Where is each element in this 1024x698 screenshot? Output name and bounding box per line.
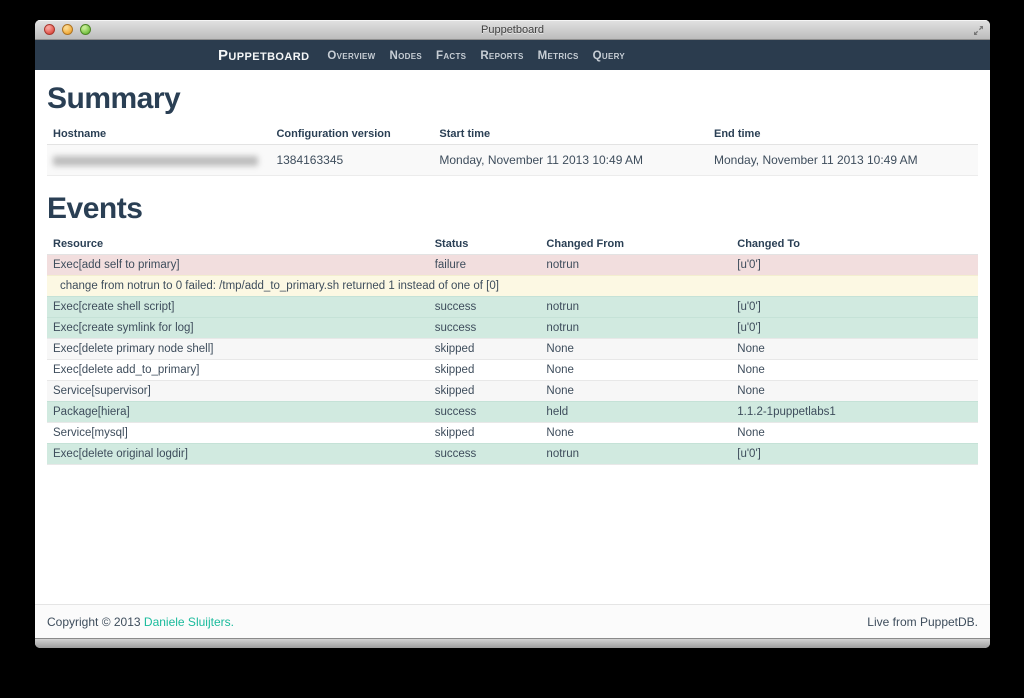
- event-changed-to-cell: 1.1.2-1puppetlabs1: [731, 401, 978, 423]
- events-table-body: Exec[add self to primary] failure notrun…: [47, 254, 978, 465]
- event-changed-from-cell: None: [540, 338, 732, 360]
- nav-link-reports[interactable]: Reports: [480, 50, 524, 62]
- zoom-window-button[interactable]: [80, 24, 91, 35]
- hostname-redacted-value: [53, 155, 258, 166]
- event-resource-cell: Exec[create symlink for log]: [47, 317, 429, 339]
- event-row: Service[supervisor] skipped None None: [47, 380, 978, 402]
- summary-heading: Summary: [47, 82, 181, 115]
- event-row: Exec[create symlink for log] success not…: [47, 317, 978, 339]
- event-resource-cell: Service[mysql]: [47, 422, 429, 444]
- event-changed-from-cell: notrun: [540, 317, 732, 339]
- nav-link-overview[interactable]: Overview: [327, 50, 376, 62]
- event-row: Exec[add self to primary] failure notrun…: [47, 254, 978, 276]
- event-row: Exec[delete primary node shell] skipped …: [47, 338, 978, 360]
- config-version-cell: 1384163345: [270, 144, 434, 176]
- events-header-row: Resource Status Changed From Changed To: [47, 234, 978, 255]
- event-changed-from-cell: notrun: [540, 296, 732, 318]
- event-row: Package[hiera] success held 1.1.2-1puppe…: [47, 401, 978, 423]
- event-resource-cell: Exec[delete add_to_primary]: [47, 359, 429, 381]
- nav-link-query[interactable]: Query: [592, 50, 626, 62]
- event-failure-message-row: change from notrun to 0 failed: /tmp/add…: [47, 275, 978, 297]
- nav-item-facts: Facts: [436, 46, 466, 64]
- event-changed-to-cell: [u'0']: [731, 254, 978, 276]
- event-failure-message-cell: change from notrun to 0 failed: /tmp/add…: [47, 275, 978, 297]
- event-changed-to-cell: None: [731, 422, 978, 444]
- nav-links: Overview Nodes Facts Reports Metrics Query: [327, 46, 625, 64]
- window-title: Puppetboard: [481, 23, 544, 36]
- start-time-cell: Monday, November 11 2013 10:49 AM: [433, 144, 708, 176]
- nav-link-facts[interactable]: Facts: [436, 50, 467, 62]
- event-row: Exec[delete add_to_primary] skipped None…: [47, 359, 978, 381]
- events-heading: Events: [47, 192, 143, 225]
- nav-item-overview: Overview: [327, 46, 375, 64]
- window-bottom-edge[interactable]: [35, 638, 990, 648]
- traffic-lights: [44, 24, 91, 35]
- app-window: Puppetboard Puppetboard Overview Nodes Fac…: [35, 20, 990, 648]
- nav-link-metrics[interactable]: Metrics: [537, 50, 579, 62]
- end-time-cell: Monday, November 11 2013 10:49 AM: [708, 144, 978, 176]
- events-col-changed-from: Changed From: [540, 234, 732, 255]
- event-changed-to-cell: None: [731, 338, 978, 360]
- summary-col-start-time: Start time: [433, 124, 708, 145]
- summary-header-row: Hostname Configuration version Start tim…: [47, 124, 978, 145]
- event-changed-from-cell: notrun: [540, 443, 732, 465]
- event-changed-to-cell: [u'0']: [731, 443, 978, 465]
- event-changed-from-cell: notrun: [540, 254, 732, 276]
- main-navbar: Puppetboard Overview Nodes Facts Reports Met…: [35, 40, 990, 70]
- event-status-cell: success: [428, 317, 541, 339]
- events-table: Resource Status Changed From Changed To …: [47, 234, 978, 465]
- event-changed-from-cell: None: [540, 359, 732, 381]
- event-status-cell: success: [428, 401, 541, 423]
- event-status-cell: skipped: [428, 422, 541, 444]
- window-titlebar: Puppetboard: [35, 20, 990, 40]
- summary-data-row: 1384163345 Monday, November 11 2013 10:4…: [47, 144, 978, 176]
- event-changed-to-cell: [u'0']: [731, 296, 978, 318]
- nav-item-reports: Reports: [480, 46, 523, 64]
- event-resource-cell: Exec[create shell script]: [47, 296, 429, 318]
- page-footer: Copyright © 2013 Daniele Sluijters. Live…: [35, 604, 990, 638]
- event-resource-cell: Exec[add self to primary]: [47, 254, 429, 276]
- summary-col-config-version: Configuration version: [270, 124, 434, 145]
- event-changed-to-cell: None: [731, 359, 978, 381]
- event-status-cell: skipped: [428, 359, 541, 381]
- event-changed-from-cell: None: [540, 422, 732, 444]
- event-resource-cell: Exec[delete original logdir]: [47, 443, 429, 465]
- event-row: Exec[create shell script] success notrun…: [47, 296, 978, 318]
- hostname-cell: [47, 144, 271, 176]
- nav-item-metrics: Metrics: [538, 46, 579, 64]
- nav-item-query: Query: [593, 46, 625, 64]
- event-row: Service[mysql] skipped None None: [47, 422, 978, 444]
- copyright-prefix: Copyright © 2013: [47, 614, 144, 629]
- event-changed-to-cell: [u'0']: [731, 317, 978, 339]
- event-status-cell: success: [428, 296, 541, 318]
- minimize-window-button[interactable]: [62, 24, 73, 35]
- nav-item-nodes: Nodes: [390, 46, 422, 64]
- event-status-cell: failure: [428, 254, 541, 276]
- page-content: Summary Hostname Configuration version S…: [35, 70, 990, 604]
- event-status-cell: success: [428, 443, 541, 465]
- event-row: Exec[delete original logdir] success not…: [47, 443, 978, 465]
- summary-col-end-time: End time: [708, 124, 978, 145]
- close-window-button[interactable]: [44, 24, 55, 35]
- event-resource-cell: Package[hiera]: [47, 401, 429, 423]
- event-changed-from-cell: None: [540, 380, 732, 402]
- event-resource-cell: Exec[delete primary node shell]: [47, 338, 429, 360]
- event-status-cell: skipped: [428, 380, 541, 402]
- event-status-cell: skipped: [428, 338, 541, 360]
- fullscreen-resize-icon[interactable]: [973, 25, 984, 36]
- navbar-brand[interactable]: Puppetboard: [218, 46, 310, 64]
- author-link[interactable]: Daniele Sluijters.: [143, 614, 234, 629]
- summary-col-hostname: Hostname: [47, 124, 271, 145]
- copyright-text: Copyright © 2013 Daniele Sluijters.: [47, 615, 234, 629]
- puppetdb-status-text: Live from PuppetDB.: [867, 614, 978, 629]
- event-resource-cell: Service[supervisor]: [47, 380, 429, 402]
- nav-link-nodes[interactable]: Nodes: [389, 50, 423, 62]
- events-col-changed-to: Changed To: [731, 234, 978, 255]
- event-changed-to-cell: None: [731, 380, 978, 402]
- events-col-status: Status: [428, 234, 541, 255]
- events-col-resource: Resource: [47, 234, 429, 255]
- event-changed-from-cell: held: [540, 401, 732, 423]
- summary-table: Hostname Configuration version Start tim…: [47, 124, 978, 176]
